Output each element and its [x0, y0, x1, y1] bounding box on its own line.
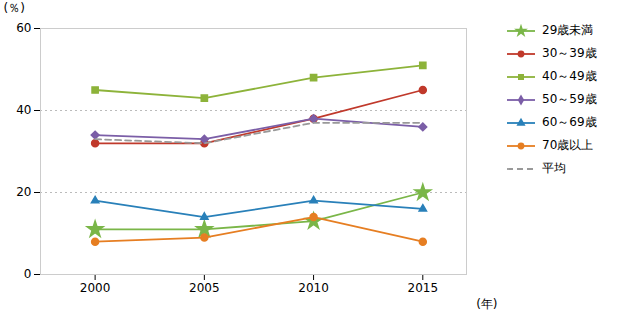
html-text:50～59歳: 50～59歳 [542, 92, 597, 106]
svg-text:2000: 2000 [80, 281, 111, 295]
svg-text:40: 40 [16, 103, 31, 117]
svg-text:0: 0 [24, 267, 32, 281]
html-text:29歳未満: 29歳未満 [542, 23, 594, 37]
svg-text:60: 60 [16, 21, 31, 35]
html-text:40～49歳: 40～49歳 [542, 69, 597, 83]
svg-text:2005: 2005 [189, 281, 220, 295]
svg-text:20: 20 [16, 185, 31, 199]
svg-text:(年): (年) [476, 297, 497, 311]
svg-text:(％): (％) [4, 1, 25, 15]
html-text:平均: 平均 [542, 161, 566, 175]
html-text:60～69歳: 60～69歳 [542, 115, 597, 129]
svg-text:2010: 2010 [298, 281, 329, 295]
html-text:30～39歳: 30～39歳 [542, 46, 597, 60]
html-text:70歳以上: 70歳以上 [542, 138, 594, 152]
svg-text:2015: 2015 [408, 281, 439, 295]
